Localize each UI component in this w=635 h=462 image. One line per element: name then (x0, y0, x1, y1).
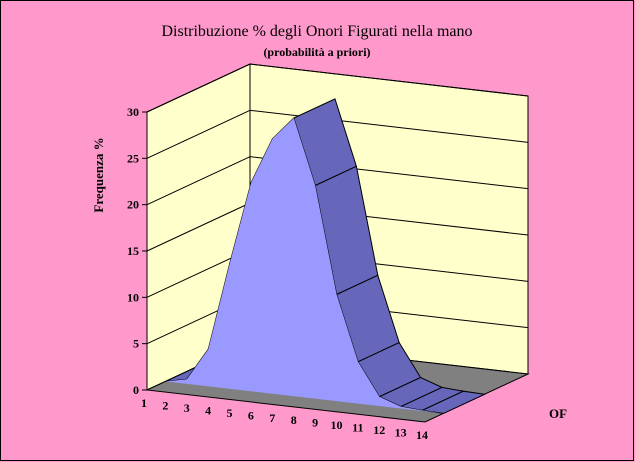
gridline-side (146, 202, 251, 252)
y-tick-label: 10 (127, 290, 139, 304)
x-tick-label: 2 (162, 398, 168, 412)
x-tick-label: 11 (352, 421, 363, 435)
x-tick-label: 7 (269, 411, 275, 425)
x-tick-label: 8 (291, 413, 297, 427)
y-tick-label: 15 (127, 244, 139, 258)
area-series (165, 98, 487, 414)
x-tick-label: 10 (330, 418, 342, 432)
y-tick-label: 30 (127, 105, 139, 119)
gridline-side (146, 109, 251, 159)
y-tick-label: 5 (133, 337, 139, 351)
x-tick-label: 4 (205, 403, 211, 417)
x-tick-label: 9 (312, 416, 318, 430)
y-axis-ticks: 0 5 10 15 20 25 30 (127, 105, 147, 397)
gridline-back (249, 63, 529, 97)
area-front-face (165, 118, 444, 414)
chart-title: Distribuzione % degli Onori Figurati nel… (161, 23, 472, 40)
gridline-side (146, 156, 251, 206)
x-tick-label: 12 (373, 423, 385, 437)
x-tick-label: 5 (227, 406, 233, 420)
y-tick-label: 25 (127, 151, 139, 165)
x-tick-label: 1 (141, 396, 147, 410)
x-axis-ticks: 1 2 3 4 5 6 7 8 9 10 11 12 13 14 (141, 396, 428, 442)
x-tick-label: 14 (416, 428, 428, 442)
x-tick-label: 13 (395, 426, 407, 440)
y-axis-label: Frequenza % (91, 137, 106, 212)
gridline-back (249, 109, 529, 143)
x-tick-label: 6 (248, 408, 254, 422)
y-tick-label: 0 (133, 383, 139, 397)
y-tick-label: 20 (127, 198, 139, 212)
x-tick-label: 3 (184, 401, 190, 415)
chart-subtitle: (probabilità a priori) (263, 45, 370, 59)
x-axis-label: OF (549, 406, 567, 421)
gridline-side (146, 63, 251, 113)
